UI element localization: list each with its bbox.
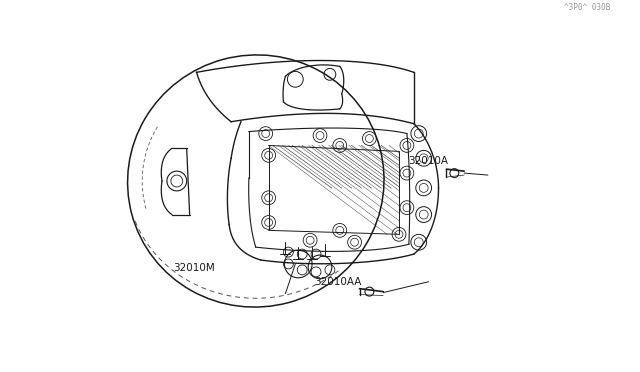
Text: 32010AA: 32010AA: [314, 278, 361, 288]
Text: 32010A: 32010A: [408, 156, 449, 166]
Circle shape: [365, 287, 374, 296]
Circle shape: [450, 169, 459, 177]
Text: ^3P0^ 030B: ^3P0^ 030B: [564, 3, 611, 12]
Text: 32010M: 32010M: [173, 263, 215, 273]
